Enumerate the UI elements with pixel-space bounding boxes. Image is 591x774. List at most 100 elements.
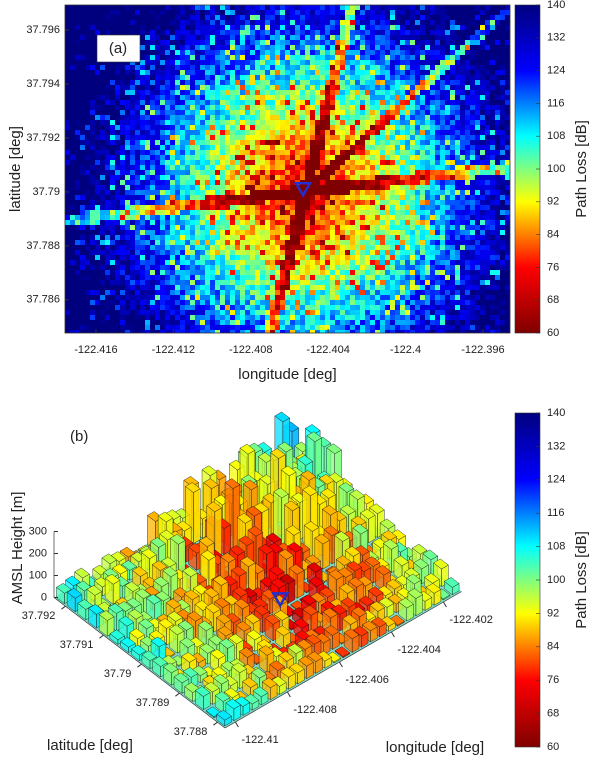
map-cell: [180, 160, 185, 165]
map-cell: [365, 305, 370, 310]
map-cell: [150, 260, 155, 265]
map-cell: [225, 290, 230, 295]
map-cell: [270, 270, 275, 275]
map-cell: [355, 25, 360, 30]
map-cell: [180, 275, 185, 280]
map-cell: [380, 95, 385, 100]
map-cell: [400, 25, 405, 30]
map-cell: [295, 35, 300, 40]
map-cell: [135, 140, 140, 145]
map-cell: [230, 75, 235, 80]
map-cell: [280, 190, 285, 195]
map-cell: [170, 240, 175, 245]
map-cell: [220, 245, 225, 250]
map-cell: [430, 155, 435, 160]
map-cell: [345, 305, 350, 310]
map-cell: [145, 115, 150, 120]
map-cell: [185, 185, 190, 190]
map-cell: [260, 235, 265, 240]
map-cell: [110, 245, 115, 250]
map-cell: [315, 165, 320, 170]
map-cell: [285, 325, 290, 330]
map-cell: [205, 290, 210, 295]
map-cell: [260, 130, 265, 135]
map-cell: [155, 25, 160, 30]
map-cell: [180, 210, 185, 215]
map-cell: [155, 310, 160, 315]
map-cell: [190, 125, 195, 130]
map-cell: [300, 105, 305, 110]
map-cell: [120, 180, 125, 185]
map-cell: [315, 145, 320, 150]
map-cell: [205, 280, 210, 285]
map-cell: [65, 190, 70, 195]
map-cell: [140, 330, 145, 335]
map-cell: [110, 210, 115, 215]
map-cell: [265, 180, 270, 185]
map-cell: [145, 60, 150, 65]
map-cell: [255, 40, 260, 45]
map-cell: [205, 30, 210, 35]
map-cell: [120, 200, 125, 205]
map-cell: [165, 285, 170, 290]
map-cell: [125, 295, 130, 300]
map-cell: [185, 150, 190, 155]
map-cell: [400, 265, 405, 270]
map-cell: [175, 280, 180, 285]
map-cell: [215, 165, 220, 170]
map-cell: [70, 130, 75, 135]
map-cell: [145, 210, 150, 215]
map-cell: [110, 165, 115, 170]
map-cell: [140, 130, 145, 135]
map-cell: [85, 135, 90, 140]
map-cell: [240, 45, 245, 50]
map-cell: [280, 10, 285, 15]
map-cell: [110, 160, 115, 165]
map-cell: [280, 315, 285, 320]
map-cell: [165, 25, 170, 30]
map-cell: [90, 20, 95, 25]
map-cell: [395, 330, 400, 335]
map-cell: [410, 145, 415, 150]
map-cell: [350, 325, 355, 330]
map-cell: [75, 30, 80, 35]
map-cell: [215, 240, 220, 245]
map-cell: [170, 265, 175, 270]
map-cell: [70, 25, 75, 30]
map-cell: [110, 130, 115, 135]
map-cell: [80, 180, 85, 185]
map-cell: [130, 295, 135, 300]
map-cell: [125, 125, 130, 130]
map-cell: [290, 5, 295, 10]
map-cell: [70, 295, 75, 300]
map-cell: [225, 240, 230, 245]
map-cell: [385, 310, 390, 315]
map-cell: [435, 55, 440, 60]
map-cell: [130, 230, 135, 235]
map-cell: [220, 90, 225, 95]
map-cell: [435, 35, 440, 40]
map-cell: [105, 265, 110, 270]
map-cell: [100, 200, 105, 205]
map-cell: [180, 15, 185, 20]
map-cell: [385, 320, 390, 325]
map-cell: [190, 105, 195, 110]
map-cell: [150, 150, 155, 155]
map-cell: [250, 315, 255, 320]
map-cell: [425, 255, 430, 260]
map-cell: [230, 330, 235, 335]
map-cell: [95, 165, 100, 170]
map-cell: [80, 260, 85, 265]
map-cell: [140, 135, 145, 140]
map-cell: [200, 290, 205, 295]
map-cell: [290, 95, 295, 100]
map-cell: [70, 155, 75, 160]
map-cell: [420, 55, 425, 60]
map-cell: [105, 230, 110, 235]
map-cell: [275, 210, 280, 215]
map-cell: [195, 110, 200, 115]
map-cell: [135, 275, 140, 280]
map-cell: [255, 140, 260, 145]
map-cell: [100, 90, 105, 95]
map-cell: [410, 45, 415, 50]
